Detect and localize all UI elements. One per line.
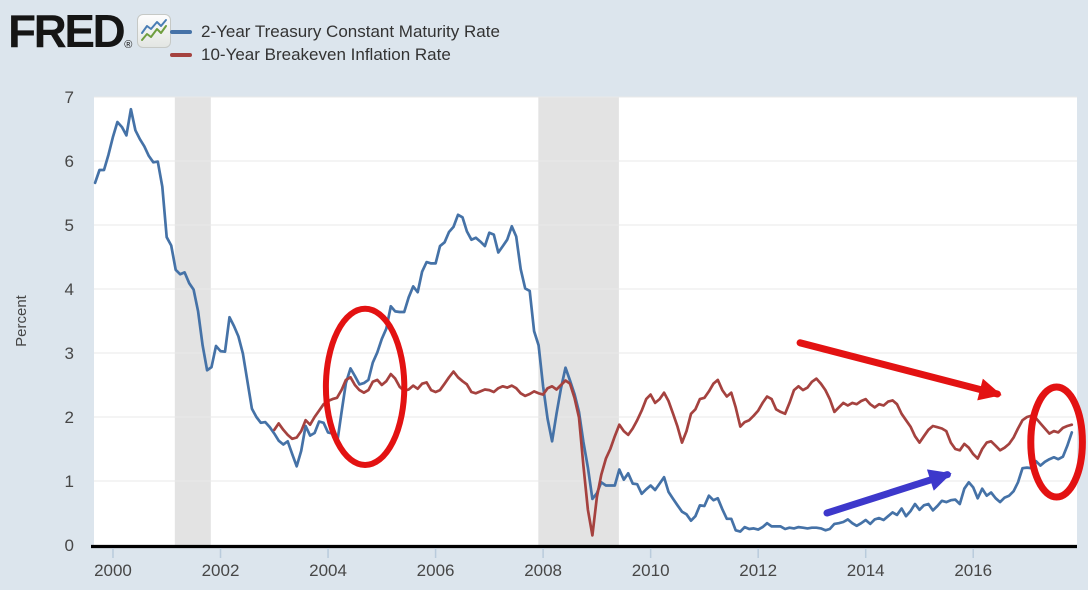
y-tick-label: 3 [65,344,74,363]
legend-item-breakeven-10yr: 10-Year Breakeven Inflation Rate [170,43,500,66]
highlight-ellipse-2017 [1027,383,1086,501]
y-tick-label: 5 [65,216,74,235]
x-tick-label: 2000 [94,561,132,580]
x-tick-label: 2016 [954,561,992,580]
red-arrow-breakeven-decline [796,339,1002,401]
x-tick-label: 2014 [847,561,885,580]
x-tick-label: 2002 [202,561,240,580]
legend-label-breakeven-10yr: 10-Year Breakeven Inflation Rate [201,44,451,64]
y-tick-label: 1 [65,472,74,491]
legend-swatch-treasury-2yr [170,29,192,34]
x-tick-label: 2008 [524,561,562,580]
y-tick-label: 6 [65,152,74,171]
legend-swatch-breakeven-10yr [170,52,192,57]
blue-arrow-treasury-rise [823,469,952,517]
y-tick-label: 0 [65,536,74,555]
fred-logo-text: FRED [8,5,126,57]
legend-label-treasury-2yr: 2-Year Treasury Constant Maturity Rate [201,21,500,41]
chart-legend: 2-Year Treasury Constant Maturity Rate 1… [170,20,500,66]
x-tick-label: 2012 [739,561,777,580]
series-treasury-2yr [93,107,1074,533]
recession-band [174,97,211,545]
legend-item-treasury-2yr: 2-Year Treasury Constant Maturity Rate [170,20,500,43]
y-tick-label: 2 [65,408,74,427]
registered-trademark-mark: ® [124,39,133,51]
x-tick-label: 2010 [632,561,670,580]
y-tick-label: 7 [65,88,74,107]
y-tick-label: 4 [65,280,74,299]
recession-band [538,97,619,545]
highlight-ellipse-2004 [322,305,408,468]
y-axis-title: Percent [13,294,30,347]
x-tick-label: 2006 [417,561,455,580]
fred-logo[interactable]: FRED ® [8,5,172,57]
fred-sparkline-icon [137,14,172,48]
x-tick-label: 2004 [309,561,347,580]
